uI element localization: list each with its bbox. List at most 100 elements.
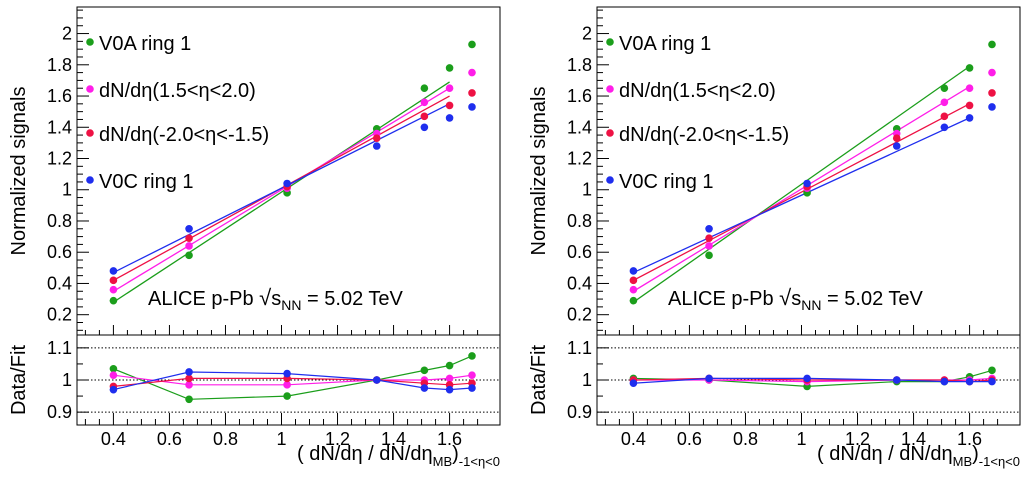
ratio-x-tick-label: 0.6 <box>677 429 702 449</box>
data-point <box>283 179 291 188</box>
annotation-sqrt-sign: √ <box>259 285 272 310</box>
data-point <box>372 142 381 150</box>
ratio-point <box>109 371 118 379</box>
fit-line-1 <box>633 65 970 303</box>
data-point <box>109 296 118 305</box>
ratio-point <box>468 352 476 360</box>
top-y-tick-label: 0.6 <box>567 242 592 262</box>
data-point <box>988 89 996 97</box>
ratio-y-tick-label: 1 <box>62 370 72 390</box>
ratio-y-tick-label: 1.1 <box>567 338 592 358</box>
ratio-x-tick-label: 1.6 <box>957 429 982 449</box>
data-point <box>629 296 638 305</box>
ratio-point <box>283 381 291 389</box>
ratio-point <box>468 384 476 392</box>
annotation-prefix: ALICE p-Pb <box>148 288 259 310</box>
top-y-tick-label: 1.8 <box>567 55 592 75</box>
ratio-x-tick-label: 1.6 <box>437 429 462 449</box>
data-point <box>109 267 118 275</box>
ratio-x-tick-label: 1.2 <box>845 429 870 449</box>
top-y-tick-label: 2 <box>62 24 72 44</box>
data-point <box>988 103 996 111</box>
top-y-tick-label: 1.6 <box>567 86 592 106</box>
collision-system-annotation: ALICE p-Pb √sNN = 5.02 TeV <box>668 285 924 313</box>
legend-label-3: dN/dη(-2.0<η<-1.5) <box>99 124 269 146</box>
data-point <box>705 242 713 250</box>
ratio-point <box>185 381 193 389</box>
ratio-x-tick-label: 0.4 <box>101 429 126 449</box>
collision-system-annotation: ALICE p-Pb √sNN = 5.02 TeV <box>148 285 404 313</box>
x-axis-label-close: ) <box>972 443 979 465</box>
ratio-x-tick-label: 1.4 <box>381 429 406 449</box>
top-y-tick-label: 0.8 <box>567 211 592 231</box>
ratio-x-tick-label: 0.4 <box>621 429 646 449</box>
legend-marker-4 <box>606 176 614 184</box>
data-point <box>468 40 476 49</box>
top-y-tick-label: 0.4 <box>567 273 592 293</box>
ratio-point <box>468 371 476 379</box>
top-y-tick-label: 1.8 <box>47 55 72 75</box>
annotation-subscript: NN <box>281 297 301 313</box>
legend-marker-3 <box>86 129 94 137</box>
ratio-point <box>892 376 901 384</box>
data-point <box>185 251 193 260</box>
fit-line-4 <box>633 117 970 274</box>
data-point <box>445 84 454 93</box>
annotation-subscript: NN <box>801 297 821 313</box>
top-y-tick-label: 0.8 <box>47 211 72 231</box>
ratio-x-tick-label: 0.6 <box>157 429 182 449</box>
ratio-y-axis-label: Data/Fit <box>528 345 550 415</box>
data-point <box>420 84 429 93</box>
ratio-x-tick-label: 1 <box>276 429 286 449</box>
ratio-x-tick-label: 1.4 <box>901 429 926 449</box>
x-axis-label-subscript-eta: -1<η<0 <box>979 454 1020 469</box>
fit-line-2 <box>113 87 450 292</box>
ratio-point <box>372 376 381 384</box>
data-point <box>629 276 638 285</box>
top-y-tick-label: 2 <box>582 24 592 44</box>
x-axis-label-main: ( dN/dη / dN/dη <box>297 443 433 465</box>
annotation-sqrt-sign: √ <box>779 285 792 310</box>
data-point <box>420 112 429 121</box>
annotation-prefix: ALICE p-Pb <box>668 288 779 310</box>
data-point <box>803 179 811 188</box>
ratio-y-axis-label: Data/Fit <box>8 345 30 415</box>
ratio-point <box>420 384 429 392</box>
data-point <box>445 101 454 110</box>
annotation-suffix: = 5.02 TeV <box>821 288 923 310</box>
data-point <box>988 40 996 49</box>
fit-line-2 <box>633 86 970 292</box>
data-point <box>965 114 974 122</box>
ratio-point <box>705 374 713 383</box>
data-point <box>940 84 949 93</box>
ratio-x-tick-label: 1.2 <box>325 429 350 449</box>
data-point <box>445 114 454 122</box>
ratio-x-tick-label: 0.8 <box>213 429 238 449</box>
data-point <box>185 234 193 242</box>
top-y-tick-label: 0.2 <box>567 305 592 325</box>
legend-label-1: V0A ring 1 <box>619 33 711 55</box>
legend-marker-1 <box>606 38 614 46</box>
data-point <box>420 98 429 107</box>
ratio-point <box>988 377 996 386</box>
ratio-y-tick-label: 0.9 <box>567 402 592 422</box>
fit-line-3 <box>633 103 970 281</box>
ratio-point <box>445 385 454 394</box>
ratio-point <box>185 368 193 376</box>
data-point <box>185 242 193 250</box>
annotation-s: s <box>791 288 801 310</box>
ratio-point <box>109 385 118 394</box>
data-point <box>940 123 949 132</box>
x-axis-label-main: ( dN/dη / dN/dη <box>817 443 953 465</box>
x-axis-label: ( dN/dη / dN/dηMB)-1<η<0 <box>297 443 500 469</box>
ratio-point <box>185 374 193 383</box>
x-axis-label-subscript-mb: MB <box>433 454 453 469</box>
ratio-point <box>965 377 974 386</box>
chart-panel-left: 0.2 0.4 0.6 0.8 1 1.2 1.4 1.6 1.8 2 Normalized sig… <box>8 6 501 469</box>
legend-marker-1 <box>86 38 94 46</box>
legend-marker-2 <box>86 85 94 93</box>
data-point <box>705 251 713 260</box>
top-y-tick-label: 0.4 <box>47 273 72 293</box>
data-point <box>705 224 713 233</box>
legend-label-2: dN/dη(1.5<η<2.0) <box>99 80 256 102</box>
